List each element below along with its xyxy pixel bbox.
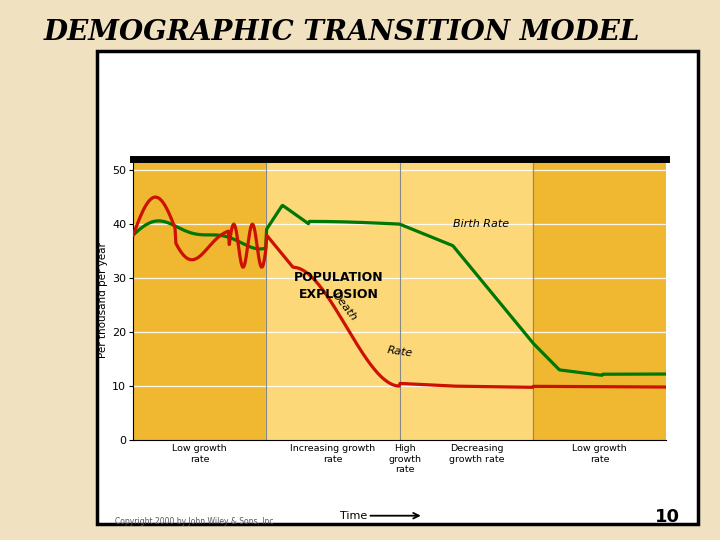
Text: Birth Rate: Birth Rate	[453, 219, 509, 229]
Text: Increasing growth
rate: Increasing growth rate	[290, 444, 376, 464]
Bar	[266, 159, 400, 440]
Text: High
growth
rate: High growth rate	[388, 444, 421, 474]
Bar	[533, 159, 666, 440]
Text: Copyright 2000 by John Wiley & Sons, Inc: Copyright 2000 by John Wiley & Sons, Inc	[115, 517, 274, 526]
Bar	[400, 159, 533, 440]
Text: DEMOGRAPHIC TRANSITION MODEL: DEMOGRAPHIC TRANSITION MODEL	[43, 19, 639, 46]
Text: Time: Time	[341, 511, 368, 521]
Text: 10: 10	[655, 509, 680, 526]
Text: Rate: Rate	[386, 345, 413, 359]
Text: Low growth
rate: Low growth rate	[173, 444, 227, 464]
Text: Decreasing
growth rate: Decreasing growth rate	[449, 444, 505, 464]
Text: POPULATION
EXPLOSION: POPULATION EXPLOSION	[294, 271, 383, 301]
Bar	[133, 159, 266, 440]
Text: Death: Death	[330, 291, 359, 323]
Y-axis label: Per thousand per year: Per thousand per year	[98, 242, 108, 357]
Text: Low growth
rate: Low growth rate	[572, 444, 626, 464]
